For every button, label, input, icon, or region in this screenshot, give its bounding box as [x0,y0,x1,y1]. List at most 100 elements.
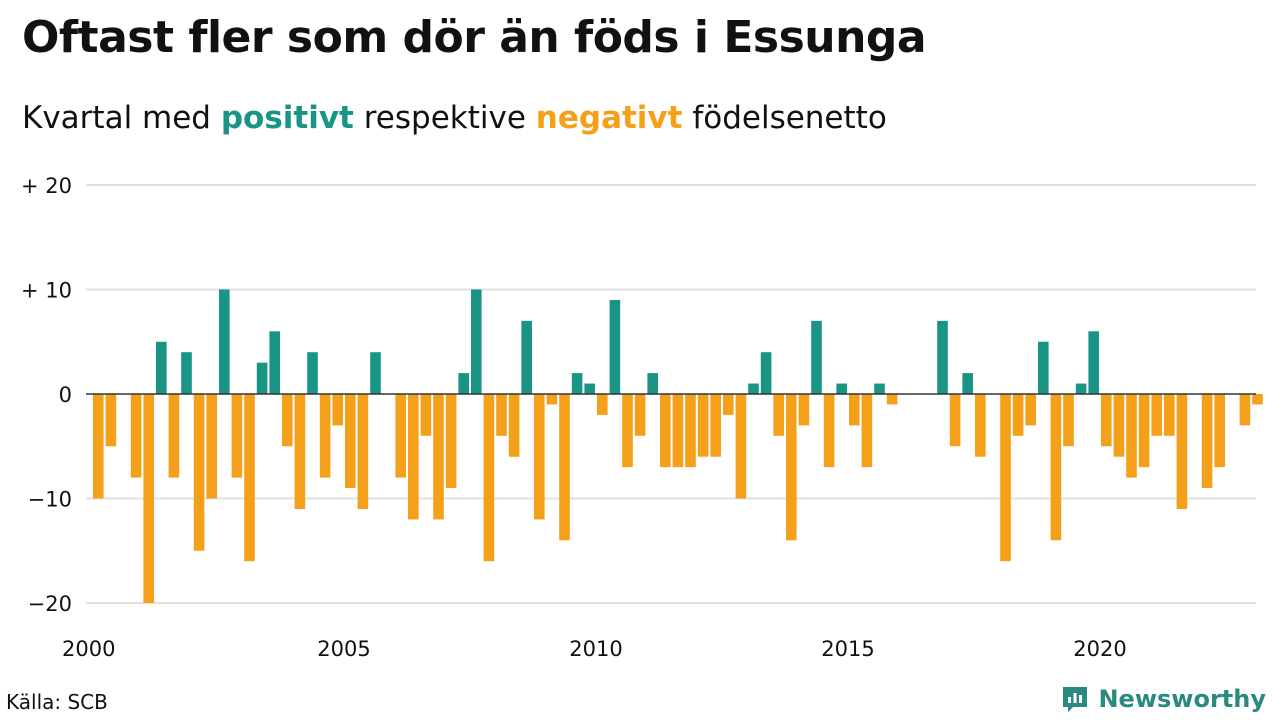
bar [622,394,633,468]
y-tick-label: 0 [59,383,72,407]
bar [143,394,154,603]
bar [1176,394,1188,509]
bar [282,394,293,447]
bar [874,383,885,394]
bar [735,394,747,499]
bar [786,394,797,541]
y-tick-label: −20 [28,592,72,616]
x-tick-label: 2005 [317,637,370,661]
bar [105,394,117,447]
bar [1214,394,1225,468]
subtitle-text: respektive [353,100,536,136]
bar [294,394,306,509]
bar [319,394,331,478]
bar [760,352,772,394]
bar [130,394,142,478]
y-tick-label: −10 [28,488,72,512]
bar [244,394,255,562]
bar [798,394,810,426]
bar [534,394,545,520]
bar [357,394,369,509]
bar [433,394,444,520]
bar [420,394,432,436]
x-tick-label: 2020 [1073,637,1126,661]
bar [697,394,709,457]
bar [773,394,784,436]
bar [370,352,381,394]
bar [836,383,847,394]
bar [1012,394,1024,436]
bar [634,394,646,436]
bar [521,320,532,394]
bar [483,394,495,562]
bar [849,394,860,426]
bar [748,383,759,394]
y-tick-label: + 10 [21,279,72,303]
bar [156,341,167,394]
bar [811,320,822,394]
bar [1063,394,1074,447]
bar [1113,394,1125,457]
y-tick-label: + 20 [21,174,72,198]
bar [181,352,192,394]
bar [861,394,873,468]
x-tick-label: 2015 [821,637,874,661]
x-tick-label: 2010 [569,637,622,661]
bar [1025,394,1036,426]
bar [471,289,482,394]
bar [219,289,230,394]
bar [710,394,721,457]
bar [962,373,973,394]
bar [1075,383,1087,394]
bar [206,394,217,499]
bar [975,394,986,457]
bar [723,394,734,415]
newsworthy-logo-icon [1063,687,1088,712]
bar [823,394,835,468]
bar [269,331,280,394]
subtitle-text: Kvartal med [22,100,221,136]
bar [256,362,268,394]
bar [1151,394,1162,436]
bar [937,320,948,394]
bar [886,394,898,405]
bar [445,394,457,489]
bar [1050,394,1062,541]
bar [647,373,658,394]
bar [231,394,243,478]
bar [685,394,696,468]
bar [546,394,558,405]
bar [307,352,318,394]
bar [1000,394,1011,562]
bar [1088,331,1099,394]
bar [597,394,608,415]
bar [1201,394,1213,489]
subtitle-text: födelsenetto [682,100,887,136]
bar [609,299,621,394]
brand-logo: Newsworthy [1060,684,1266,714]
bar [660,394,671,468]
subtitle-negative: negativt [535,100,683,136]
bar [1239,394,1251,426]
bar [571,373,583,394]
source-note: Källa: SCB [6,690,108,714]
bar [584,383,595,394]
bar [1138,394,1150,468]
bar [332,394,343,426]
bar [672,394,684,468]
bar [408,394,419,520]
bar [1126,394,1137,478]
bar [496,394,507,436]
bar [458,373,469,394]
bar [193,394,205,551]
bar [168,394,180,478]
bar [1038,341,1049,394]
chart-title: Oftast fler som dör än föds i Essunga [22,12,927,63]
bar [1101,394,1112,447]
bar [1164,394,1175,436]
x-tick-label: 2000 [62,637,115,661]
bar [395,394,406,478]
chart-subtitle: Kvartal med positivt respektive negativt… [22,100,887,136]
bar [1252,394,1263,405]
